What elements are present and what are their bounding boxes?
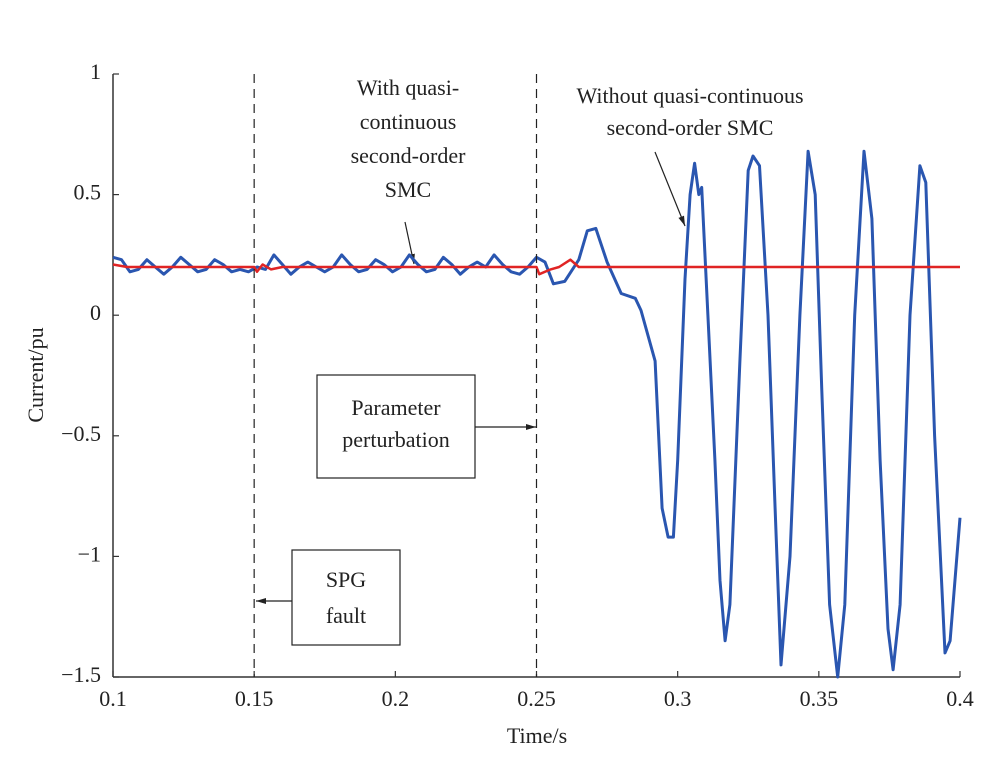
series-line bbox=[112, 258, 960, 276]
x-axis-label: Time/s bbox=[507, 723, 567, 748]
y-tick-label: 1 bbox=[90, 59, 101, 84]
annotation-box bbox=[316, 374, 476, 479]
x-tick-label: 0.1 bbox=[99, 686, 127, 711]
annotation: fault bbox=[326, 603, 366, 628]
annotation: continuous bbox=[360, 109, 457, 134]
annotation: SPG bbox=[326, 567, 366, 592]
annotation: second-order SMC bbox=[607, 115, 774, 140]
annotation: second-order bbox=[351, 143, 467, 168]
annotation: perturbation bbox=[342, 427, 450, 452]
annotation: With quasi- bbox=[357, 75, 459, 100]
x-tick-label: 0.25 bbox=[517, 686, 556, 711]
x-tick-label: 0.3 bbox=[664, 686, 692, 711]
plot-area bbox=[112, 149, 962, 679]
y-tick-label: 0.5 bbox=[74, 180, 102, 205]
arrow bbox=[654, 151, 686, 227]
annotation: Without quasi-continuous bbox=[576, 83, 803, 108]
y-tick-label: −0.5 bbox=[61, 421, 101, 446]
y-tick-label: 0 bbox=[90, 300, 101, 325]
annotation: SMC bbox=[385, 177, 431, 202]
x-tick-label: 0.4 bbox=[946, 686, 974, 711]
y-tick-label: −1.5 bbox=[61, 662, 101, 687]
annotation-box bbox=[291, 549, 401, 646]
x-tick-label: 0.15 bbox=[235, 686, 274, 711]
annotation: Parameter bbox=[351, 395, 441, 420]
y-axis-label: Current/pu bbox=[23, 327, 48, 422]
x-tick-label: 0.35 bbox=[800, 686, 839, 711]
x-tick-label: 0.2 bbox=[382, 686, 410, 711]
y-tick-label: −1 bbox=[78, 541, 101, 566]
